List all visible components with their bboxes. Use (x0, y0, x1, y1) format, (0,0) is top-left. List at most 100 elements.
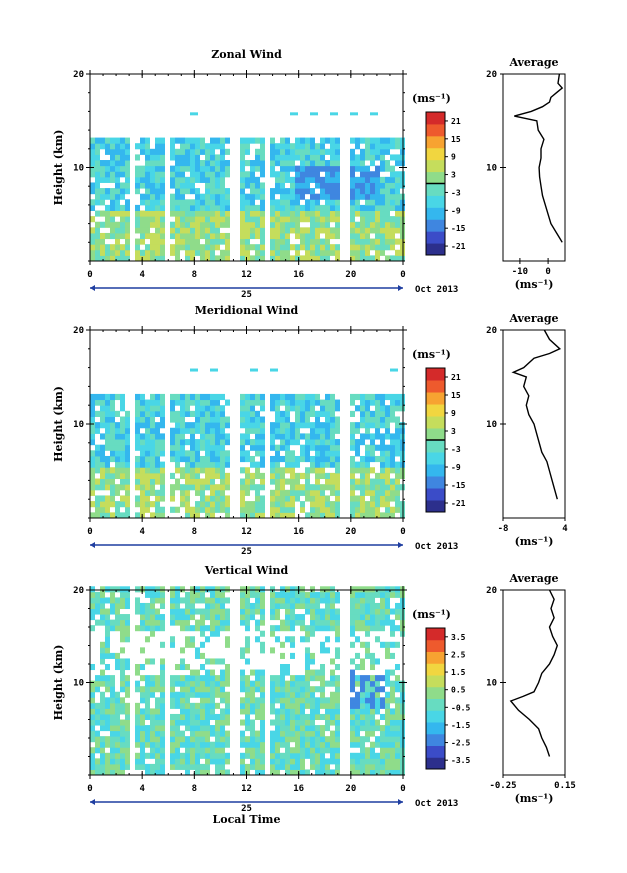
heatmap-cell (260, 769, 265, 776)
heatmap-cell (115, 255, 120, 262)
heatmap-cell (190, 736, 195, 743)
heatmap-cell (350, 216, 355, 223)
heatmap-cell (145, 165, 150, 172)
heatmap-cell (225, 586, 230, 593)
heatmap-cell (250, 444, 255, 451)
heatmap-cell (385, 591, 390, 598)
heatmap-cell (185, 204, 190, 212)
heatmap-cell (335, 210, 340, 217)
heatmap-cell (270, 232, 275, 240)
heatmap-cell (90, 713, 95, 720)
heatmap-cell (135, 752, 140, 759)
heatmap-cell (145, 249, 150, 256)
heatmap-cell (215, 210, 220, 217)
heatmap-cell (335, 675, 340, 682)
heatmap-cell (375, 171, 380, 178)
heatmap-cell (150, 244, 155, 251)
heatmap-cell (100, 691, 105, 698)
heatmap-cell (175, 478, 180, 485)
heatmap-cell (280, 171, 285, 178)
heatmap-cell (195, 680, 200, 687)
heatmap-cell (380, 216, 385, 223)
heatmap-cell (175, 725, 180, 732)
heatmap-cell (140, 625, 145, 632)
heatmap-cell (255, 137, 260, 144)
heatmap-cell (385, 210, 390, 217)
heatmap-cell (215, 171, 220, 178)
heatmap-cell (185, 680, 190, 687)
heatmap-cell (295, 758, 300, 765)
heatmap-cell (360, 422, 365, 429)
heatmap-cell (390, 691, 395, 698)
heatmap-cell (155, 433, 160, 440)
heatmap-cell (145, 137, 150, 144)
heatmap-cell (310, 586, 315, 593)
heatmap-cell (220, 472, 225, 480)
heatmap-cell (255, 255, 260, 262)
heatmap-cell (330, 719, 335, 726)
heatmap-cell (145, 455, 150, 463)
heatmap-cell (90, 238, 95, 245)
heatmap-cell (380, 137, 385, 144)
heatmap-cell (350, 112, 358, 116)
heatmap-cell (315, 763, 320, 770)
heatmap-cell (300, 702, 305, 709)
heatmap-cell (290, 455, 295, 463)
heatmap-cell (290, 619, 295, 626)
heatmap-cell (140, 752, 145, 759)
heatmap-cell (300, 450, 305, 457)
heatmap-cell (200, 702, 205, 709)
heatmap-cell (175, 455, 180, 463)
heatmap-cell (140, 691, 145, 698)
heatmap-cell (270, 758, 275, 765)
heatmap-cell (215, 686, 220, 693)
heatmap-cell (110, 697, 115, 704)
heatmap-cell (145, 232, 150, 240)
heatmap-cell (220, 160, 225, 167)
heatmap-cell (270, 204, 275, 212)
heatmap-cell (140, 758, 145, 765)
heatmap-cell (365, 675, 370, 682)
heatmap-cell (215, 188, 220, 195)
heatmap-cell (305, 478, 310, 485)
heatmap-cell (195, 227, 200, 234)
heatmap-cell (95, 143, 100, 150)
heatmap-cell (355, 154, 360, 161)
heatmap-cell (170, 472, 175, 480)
heatmap-cell (245, 484, 250, 491)
heatmap-cell (380, 227, 385, 234)
heatmap-cell (170, 204, 175, 212)
heatmap-cell (255, 763, 260, 770)
heatmap-cell (125, 433, 130, 440)
heatmap-cell (285, 747, 290, 754)
heatmap-cell (365, 614, 370, 621)
heatmap-cell (105, 702, 110, 709)
heatmap-cell (395, 199, 400, 206)
heatmap-cell (200, 143, 205, 150)
heatmap-cell (95, 758, 100, 765)
heatmap-cell (370, 433, 375, 440)
heatmap-cell (210, 484, 215, 491)
heatmap-cell (325, 193, 330, 200)
heatmap-cell (365, 204, 370, 212)
heatmap-cell (355, 708, 360, 715)
heatmap-cell (160, 439, 165, 446)
colorbar-segment (426, 195, 445, 208)
heatmap-cell (335, 171, 340, 178)
heatmap-cell (225, 422, 230, 429)
heatmap-cell (220, 249, 225, 256)
heatmap-cell (200, 478, 205, 485)
heatmap-cell (220, 763, 225, 770)
heatmap-cell (185, 758, 190, 765)
heatmap-cell (355, 444, 360, 451)
heatmap-cell (180, 188, 185, 195)
heatmap-cell (255, 602, 260, 609)
heatmap-cell (180, 143, 185, 150)
heatmap-cell (195, 439, 200, 446)
heatmap-cell (125, 602, 130, 609)
heatmap-cell (245, 501, 250, 508)
heatmap-cell (200, 204, 205, 212)
heatmap-cell (280, 232, 285, 240)
heatmap-cell (195, 422, 200, 429)
heatmap-cell (285, 444, 290, 451)
